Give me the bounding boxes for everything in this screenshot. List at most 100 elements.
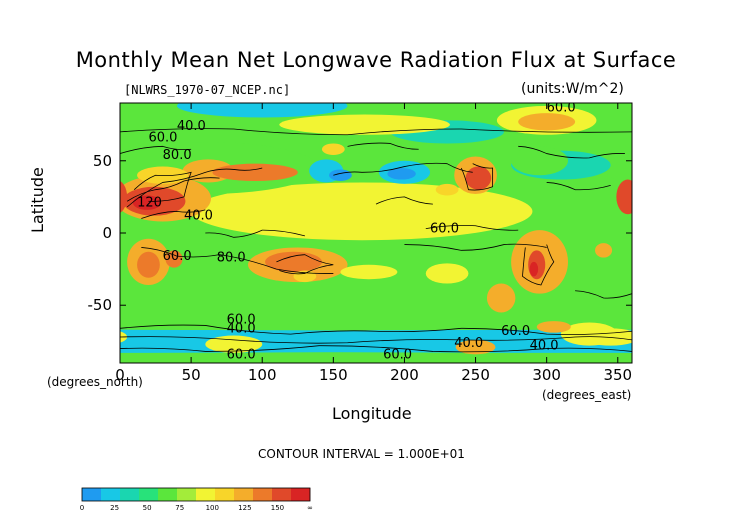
contour-interval-note: CONTOUR INTERVAL = 1.000E+01	[258, 447, 465, 461]
x-axis-title: Longitude	[332, 404, 412, 423]
x-tick-label: 350	[603, 366, 632, 384]
flux-region	[595, 243, 613, 258]
colorbar-label: 50	[143, 504, 152, 512]
flux-region	[536, 321, 571, 333]
flux-region	[329, 169, 352, 182]
contour-line	[120, 336, 632, 344]
colorbar-label: 100	[206, 504, 219, 512]
y-tick-label: 50	[93, 152, 112, 170]
contour-label: 60.0	[547, 100, 576, 115]
colorbar-label: 125	[238, 504, 251, 512]
flux-region	[279, 114, 450, 135]
colorbar-swatch	[120, 488, 140, 501]
contour-line	[120, 324, 632, 335]
flux-region	[120, 331, 128, 343]
flux-region	[132, 195, 162, 210]
contour-label: 40.0	[454, 336, 483, 351]
contour-label: 120	[137, 196, 162, 211]
flux-region	[511, 146, 568, 176]
contour-label: 40.0	[184, 209, 213, 224]
colorbar-label: 0	[80, 504, 84, 512]
flux-region	[387, 168, 416, 180]
flux-region	[212, 163, 298, 181]
x-tick-label: 200	[390, 366, 419, 384]
colorbar-swatch	[158, 488, 178, 501]
colorbar-label: 75	[175, 504, 184, 512]
contour-line	[133, 171, 192, 202]
contour-label: 60.0	[383, 347, 412, 362]
contour-line	[425, 224, 519, 231]
contour-label: 60.0	[227, 313, 256, 328]
flux-region	[165, 250, 183, 268]
flux-region	[486, 283, 516, 313]
flux-region	[518, 113, 576, 131]
x-tick-label: 50	[182, 366, 201, 384]
colorbar-swatch	[215, 488, 235, 501]
flux-region	[616, 179, 632, 215]
contour-line	[404, 243, 547, 251]
contour-line	[120, 145, 192, 154]
contour-label: 60.0	[430, 222, 459, 237]
contour-line	[126, 177, 220, 202]
colorbar-swatch	[101, 488, 121, 501]
colorbar-swatch	[234, 488, 254, 501]
contour-line	[546, 182, 611, 191]
contour-label: 60.0	[148, 131, 177, 146]
flux-region	[603, 150, 632, 186]
contour-line	[141, 209, 206, 219]
x-tick-label: 100	[248, 366, 277, 384]
contour-line	[375, 196, 433, 205]
contour-line	[120, 128, 632, 136]
colorbar-label: 150	[271, 504, 284, 512]
flux-region	[120, 329, 632, 353]
contour-line	[347, 142, 419, 150]
colorbar-swatch	[82, 488, 102, 501]
flux-region	[321, 143, 345, 156]
colorbar-swatch	[196, 488, 216, 501]
y-tick-label: 0	[102, 224, 112, 242]
flux-region	[465, 166, 492, 190]
dataset-filename: [NLWRS_1970-07_NCEP.nc]	[124, 83, 291, 97]
colorbar-swatch	[139, 488, 159, 501]
contour-line	[518, 145, 625, 159]
contour-label: 60.0	[501, 324, 530, 339]
x-tick-label: 250	[461, 366, 490, 384]
flux-region	[340, 264, 398, 280]
colorbar-swatch	[272, 488, 292, 501]
flux-region	[626, 187, 632, 210]
flux-region	[137, 251, 160, 278]
flux-region	[205, 335, 263, 353]
x-tick-label: 150	[319, 366, 348, 384]
contour-line	[575, 290, 632, 299]
contour-label: 60.0	[163, 249, 192, 264]
contour-label: 60.0	[227, 347, 256, 362]
y-tick-label: -50	[88, 296, 113, 314]
flux-region	[120, 180, 128, 213]
colorbar-swatch	[291, 488, 311, 501]
flux-region	[529, 261, 539, 277]
contour-line	[333, 162, 473, 176]
colorbar-swatch	[177, 488, 197, 501]
contour-line	[522, 244, 555, 286]
x-tick-label: 0	[115, 366, 125, 384]
colorbar-swatch	[253, 488, 273, 501]
contour-label: 80.0	[163, 148, 192, 163]
colorbar-label: 25	[110, 504, 119, 512]
flux-region	[265, 251, 322, 272]
flux-region	[435, 183, 459, 196]
contour-line	[141, 247, 334, 274]
contour-line	[120, 345, 632, 353]
contour-line	[460, 163, 494, 191]
x-axis-units: (degrees_east)	[542, 388, 632, 402]
flux-region	[455, 339, 496, 355]
contour-line	[205, 229, 305, 238]
flux-region	[425, 263, 469, 284]
y-axis-units: (degrees_north)	[47, 375, 143, 389]
contour-line	[276, 254, 334, 275]
flux-region	[176, 103, 348, 118]
colorbar-frame	[81, 487, 311, 502]
contour-label: 80.0	[217, 251, 246, 266]
contour-label: 40.0	[227, 321, 256, 336]
